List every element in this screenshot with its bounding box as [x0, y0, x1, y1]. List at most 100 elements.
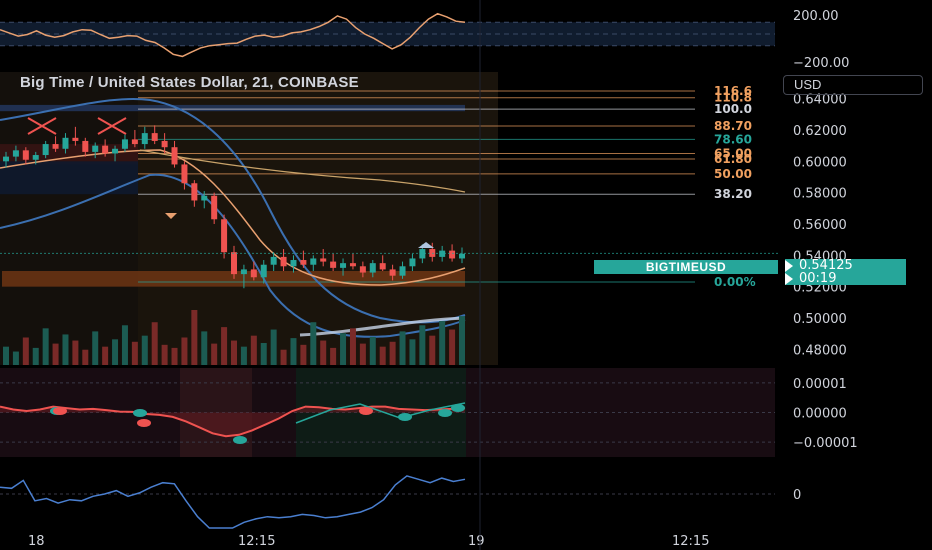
price-tick-label: 0.58000	[793, 187, 847, 202]
fib-level-label: 50.00	[714, 167, 752, 181]
candle-body	[52, 144, 59, 149]
candle-body	[42, 144, 49, 156]
time-tick-label: 19	[468, 534, 485, 549]
price-tick-label: 0.50000	[793, 312, 847, 327]
volume-bar	[290, 338, 297, 365]
candle-body	[221, 219, 228, 253]
cross-marker-icon	[97, 117, 127, 135]
candle-body	[32, 155, 39, 160]
macd-cross-dot	[53, 407, 67, 415]
fib-level-label: 65.00	[714, 146, 752, 160]
timer-arrow-icon	[785, 273, 793, 285]
volume-bar	[459, 316, 465, 365]
bollinger-lower	[0, 173, 466, 338]
candle-body	[359, 266, 366, 273]
candle-body	[320, 258, 327, 262]
fib-level-label: 38.20	[714, 187, 752, 201]
fib-level-label: 61.80	[714, 152, 752, 166]
candle-body	[22, 150, 29, 160]
triangle-up-icon	[418, 242, 434, 248]
candle-body	[240, 269, 247, 275]
macd-tick-label: −0.00001	[793, 436, 858, 451]
fib-level-label: 88.70	[714, 119, 752, 133]
last-price-value: 0.54125	[799, 258, 853, 273]
vwap-line	[299, 316, 466, 337]
candle-body	[121, 139, 128, 149]
macd-cross-dot	[359, 407, 373, 415]
macd-cross-dot	[398, 413, 412, 421]
candle-body	[399, 266, 406, 276]
candle-body	[191, 183, 198, 201]
volume-bar	[171, 347, 178, 365]
volume-bar	[449, 329, 456, 365]
volume-bar	[211, 343, 218, 365]
candle-body	[439, 250, 446, 257]
candle-body	[72, 137, 79, 141]
candle-body	[419, 249, 426, 259]
osc-tick-label: −200.00	[793, 56, 849, 71]
currency-button[interactable]: USD	[783, 75, 923, 95]
candle-body	[92, 145, 99, 152]
volume-bar	[32, 347, 39, 365]
volume-bar	[191, 310, 198, 365]
candle-body	[211, 195, 218, 220]
volume-bar	[369, 336, 376, 365]
volume-bar	[389, 341, 396, 365]
time-tick-label: 12:15	[672, 534, 709, 549]
candle-body	[280, 256, 287, 267]
candle-body	[141, 133, 148, 145]
volume-bar	[112, 339, 119, 365]
candle-body	[3, 156, 9, 162]
volume-bar	[82, 349, 89, 365]
volume-bar	[22, 337, 29, 365]
volume-bar	[439, 321, 446, 365]
time-tick-label: 12:15	[238, 534, 275, 549]
candle-body	[389, 269, 396, 276]
volume-bar	[161, 344, 168, 365]
volume-bar	[131, 341, 138, 365]
volume-bar	[280, 349, 287, 365]
price-tick-label: 0.64000	[793, 93, 847, 108]
candle-body	[102, 145, 109, 154]
candle-body	[349, 263, 356, 267]
volume-bar	[12, 351, 19, 365]
fib-level-label: 0.00%	[714, 275, 756, 289]
macd-cross-dot	[133, 409, 147, 417]
symbol-tag: BIGTIMEUSD	[594, 260, 778, 274]
volume-bar	[231, 340, 237, 365]
macd-line	[0, 405, 466, 438]
volume-bar	[240, 346, 247, 365]
fib-level-label: 100.0	[714, 102, 752, 116]
price-tick-label: 0.48000	[793, 343, 847, 358]
volume-bar	[330, 347, 337, 365]
volume-bar	[102, 346, 109, 365]
cross-marker-icon	[27, 117, 57, 135]
volume-bar	[52, 343, 59, 365]
osc-series-line	[0, 12, 466, 58]
volume-bar	[250, 335, 257, 365]
candle-body	[310, 258, 317, 265]
candle-body	[62, 137, 69, 149]
fib-level-label: 116.6	[714, 84, 752, 98]
macd-cross-dot	[233, 436, 247, 444]
volume-bar	[42, 328, 49, 365]
volume-bar	[201, 331, 208, 365]
triangle-down-icon	[165, 213, 177, 219]
chart-title: Big Time / United States Dollar, 21, COI…	[20, 74, 359, 91]
volume-bar	[151, 322, 158, 365]
candle-body	[260, 264, 267, 278]
candle-body	[409, 258, 416, 267]
volume-bar	[409, 339, 416, 365]
candle-body	[330, 261, 337, 268]
price-tick-label: 0.62000	[793, 124, 847, 139]
macd-tick-label: 0.00000	[793, 407, 847, 422]
slow-moving-average	[139, 149, 466, 193]
candle-body	[379, 263, 386, 270]
volume-bar	[141, 335, 148, 365]
macd-tick-label: 0.00001	[793, 377, 847, 392]
volume-bar	[260, 343, 267, 365]
candle-body	[231, 252, 237, 275]
candle-body	[82, 140, 89, 152]
